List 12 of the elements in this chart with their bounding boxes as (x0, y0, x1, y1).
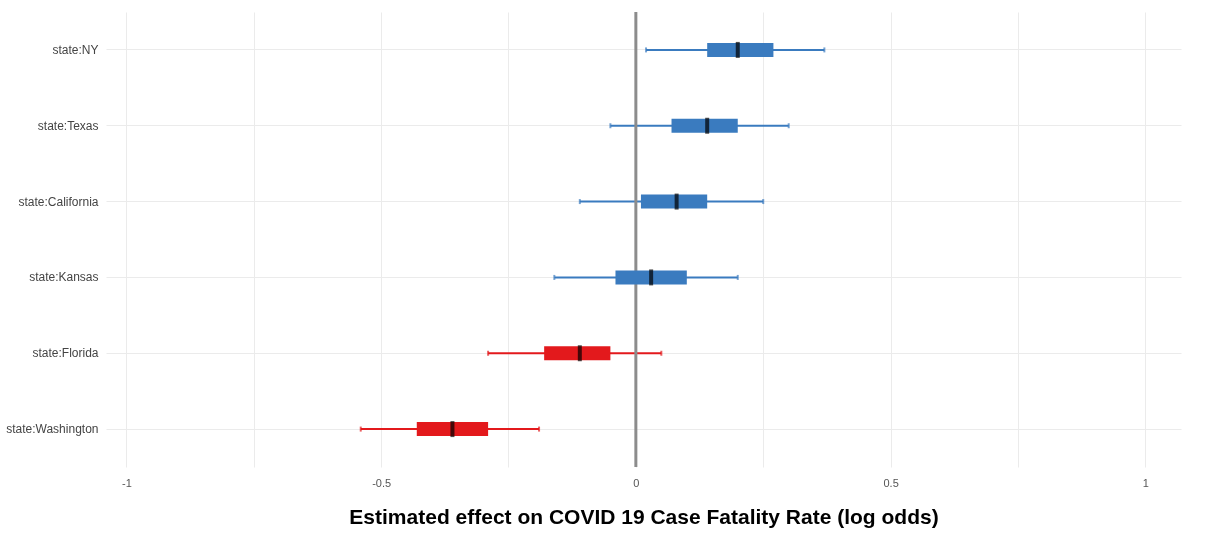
y-tick-label: state:Texas (37, 118, 99, 133)
y-tick-label: state:Washington (6, 422, 99, 437)
x-tick-label: -1 (121, 476, 132, 489)
y-tick-label: state:California (18, 194, 99, 209)
x-tick-label: -0.5 (372, 476, 392, 489)
x-tick-label: 0 (633, 476, 640, 489)
y-tick-label: state:Kansas (29, 270, 99, 285)
x-tick-label: 0.5 (883, 476, 899, 489)
x-axis-title: Estimated effect on COVID 19 Case Fatality Rate (log odds) (349, 504, 939, 528)
y-tick-label: state:NY (52, 42, 99, 57)
x-tick-label: 1 (1142, 476, 1149, 489)
y-tick-label: state:Florida (32, 346, 99, 361)
